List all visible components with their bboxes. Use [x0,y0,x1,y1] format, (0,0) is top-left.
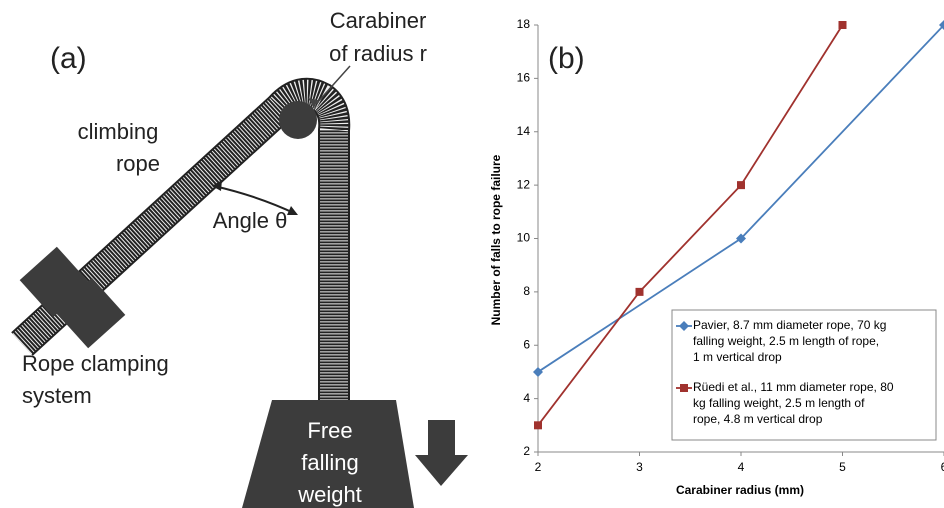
point [680,384,688,392]
label: Carabiner [330,8,427,33]
point [533,367,543,377]
label: Free [307,418,352,443]
label: falling [301,450,358,475]
page: (a) Carabiner of radius r climbing rope … [0,0,944,508]
y-tick-label: 2 [523,444,530,458]
y-tick-label: 6 [523,337,530,351]
label: of radius r [329,41,427,66]
x-tick-label: 6 [941,460,944,474]
y-tick-label: 16 [517,71,531,85]
panel-label: (a) [50,42,87,75]
diagram: (a) Carabiner of radius r climbing rope … [20,8,468,508]
y-tick-label: 4 [523,391,530,405]
y-tick-label: 14 [517,124,531,138]
label: system [22,383,92,408]
y-tick-label: 18 [517,17,531,31]
label: rope [116,151,160,176]
figure: (a) Carabiner of radius r climbing rope … [0,0,944,508]
point [839,21,847,29]
y-tick-label: 8 [523,284,530,298]
x-tick-label: 4 [738,460,745,474]
label: climbing [78,119,159,144]
fall-arrow [415,420,468,486]
y-tick-label: 12 [517,177,531,191]
point [636,288,644,296]
x-axis-title: Carabiner radius (mm) [676,483,804,497]
label: weight [297,482,362,507]
carabiner [279,101,317,139]
x-tick-label: 3 [636,460,643,474]
y-axis-title: Number of falls to rope failure [489,154,503,325]
label: Angle θ [213,208,288,233]
panel-label: (b) [548,42,585,75]
y-tick-label: 10 [517,231,531,245]
label: Rope clamping [22,351,169,376]
point [534,421,542,429]
x-tick-label: 2 [535,460,542,474]
point [737,181,745,189]
x-tick-label: 5 [839,460,846,474]
